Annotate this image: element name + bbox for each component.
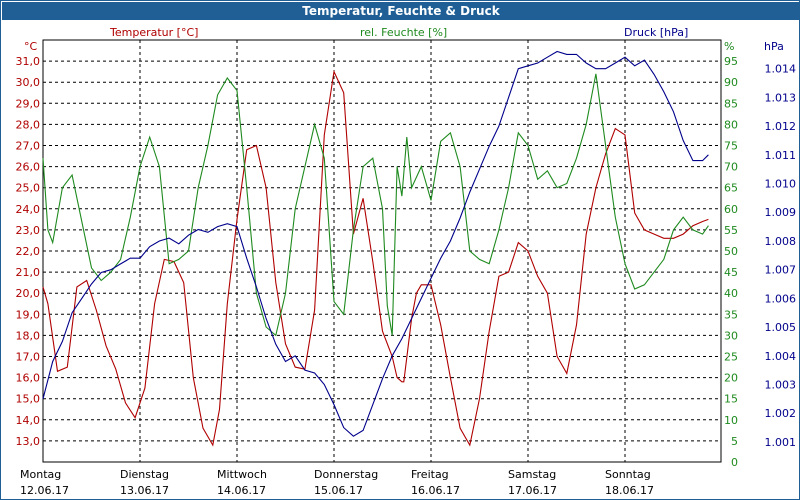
day-label: Donnerstag — [314, 468, 378, 481]
pressure-tick-label: 1.003 — [765, 378, 797, 391]
humidity-tick-label: 50 — [724, 245, 738, 258]
pressure-series-line — [42, 50, 709, 437]
temperature-tick-label: 30,0 — [16, 76, 41, 89]
humidity-tick-label: 70 — [724, 161, 738, 174]
temperature-tick-label: 18,0 — [16, 329, 41, 342]
temperature-tick-label: 23,0 — [16, 224, 41, 237]
humidity-tick-label: 95 — [724, 55, 738, 68]
date-label: 18.06.17 — [605, 484, 654, 497]
window-title: Temperatur, Feuchte & Druck — [2, 2, 800, 20]
temperature-tick-label: 15,0 — [16, 393, 41, 406]
temperature-tick-label: 25,0 — [16, 182, 41, 195]
pressure-tick-label: 1.013 — [765, 91, 797, 104]
pressure-axis-ticks: 1.001 1.002 1.003 1.004 1.005 1.006 1.007 1.008… — [765, 63, 797, 449]
x-axis-day-labels: Montag 12.06.17 Dienstag 13.06.17 Mittwoch 14… — [20, 468, 654, 497]
humidity-tick-label: 85 — [724, 97, 738, 110]
date-label: 15.06.17 — [314, 484, 363, 497]
day-label: Sonntag — [605, 468, 651, 481]
humidity-tick-label: 0 — [731, 456, 738, 469]
humidity-tick-label: 65 — [724, 182, 738, 195]
pressure-tick-label: 1.006 — [765, 292, 797, 305]
pressure-tick-label: 1.002 — [765, 407, 797, 420]
temperature-tick-label: 13,0 — [16, 435, 41, 448]
temperature-tick-label: 29,0 — [16, 97, 41, 110]
pressure-tick-label: 1.010 — [765, 178, 797, 191]
day-label: Dienstag — [120, 468, 169, 481]
temperature-tick-label: 20,0 — [16, 287, 41, 300]
right-axis-unit: hPa — [764, 40, 784, 53]
humidity-tick-label: 80 — [724, 118, 738, 131]
date-label: 17.06.17 — [508, 484, 557, 497]
humidity-tick-label: 75 — [724, 140, 738, 153]
temperature-tick-label: 24,0 — [16, 203, 41, 216]
temperature-tick-label: 19,0 — [16, 308, 41, 321]
humidity-tick-label: 25 — [724, 351, 738, 364]
pressure-tick-label: 1.005 — [765, 321, 797, 334]
humidity-tick-label: 10 — [724, 414, 738, 427]
humidity-tick-label: 60 — [724, 203, 738, 216]
day-label: Samstag — [508, 468, 556, 481]
humidity-tick-label: 90 — [724, 76, 738, 89]
pressure-tick-label: 1.007 — [765, 264, 797, 277]
temperature-tick-label: 28,0 — [16, 118, 41, 131]
humidity-tick-label: 5 — [731, 435, 738, 448]
humidity-series-line — [42, 73, 709, 337]
temperature-tick-label: 14,0 — [16, 414, 41, 427]
temperature-tick-label: 17,0 — [16, 351, 41, 364]
day-label: Freitag — [411, 468, 449, 481]
pressure-tick-label: 1.008 — [765, 235, 797, 248]
humidity-tick-label: 15 — [724, 393, 738, 406]
temperature-tick-label: 26,0 — [16, 161, 41, 174]
pressure-tick-label: 1.001 — [765, 436, 797, 449]
left-axis-unit: °C — [24, 40, 38, 53]
pressure-axis-label: Druck [hPa] — [624, 26, 688, 39]
temperature-tick-label: 16,0 — [16, 372, 41, 385]
humidity-tick-label: 55 — [724, 224, 738, 237]
temperature-tick-label: 22,0 — [16, 245, 41, 258]
pressure-tick-label: 1.009 — [765, 206, 797, 219]
pressure-tick-label: 1.011 — [765, 149, 797, 162]
day-label: Mittwoch — [217, 468, 267, 481]
pressure-tick-label: 1.014 — [765, 63, 797, 76]
temperature-tick-label: 27,0 — [16, 140, 41, 153]
temperature-tick-label: 31,0 — [16, 55, 41, 68]
date-label: 12.06.17 — [20, 484, 69, 497]
mid-axis-unit: % — [724, 40, 734, 53]
pressure-tick-label: 1.012 — [765, 120, 797, 133]
humidity-tick-label: 45 — [724, 266, 738, 279]
date-label: 13.06.17 — [120, 484, 169, 497]
humidity-axis-label: rel. Feuchte [%] — [360, 26, 447, 39]
humidity-axis-ticks: 0 5 10 15 20 25 30 35 40 45 50 55 60 65 70 75 80 85 90 95 — [724, 55, 738, 469]
humidity-tick-label: 30 — [724, 329, 738, 342]
temperature-axis-ticks: 13,0 14,0 15,0 16,0 17,0 18,0 19,0 20,0 21,0 22,0… — [16, 55, 41, 448]
day-label: Montag — [20, 468, 61, 481]
pressure-tick-label: 1.004 — [765, 350, 797, 363]
humidity-tick-label: 35 — [724, 308, 738, 321]
humidity-tick-label: 40 — [724, 287, 738, 300]
humidity-tick-label: 20 — [724, 372, 738, 385]
temperature-axis-label: Temperatur [°C] — [109, 26, 198, 39]
date-label: 16.06.17 — [411, 484, 460, 497]
date-label: 14.06.17 — [217, 484, 266, 497]
temperature-series-line — [42, 69, 709, 447]
temperature-tick-label: 21,0 — [16, 266, 41, 279]
series-lines — [42, 50, 709, 447]
